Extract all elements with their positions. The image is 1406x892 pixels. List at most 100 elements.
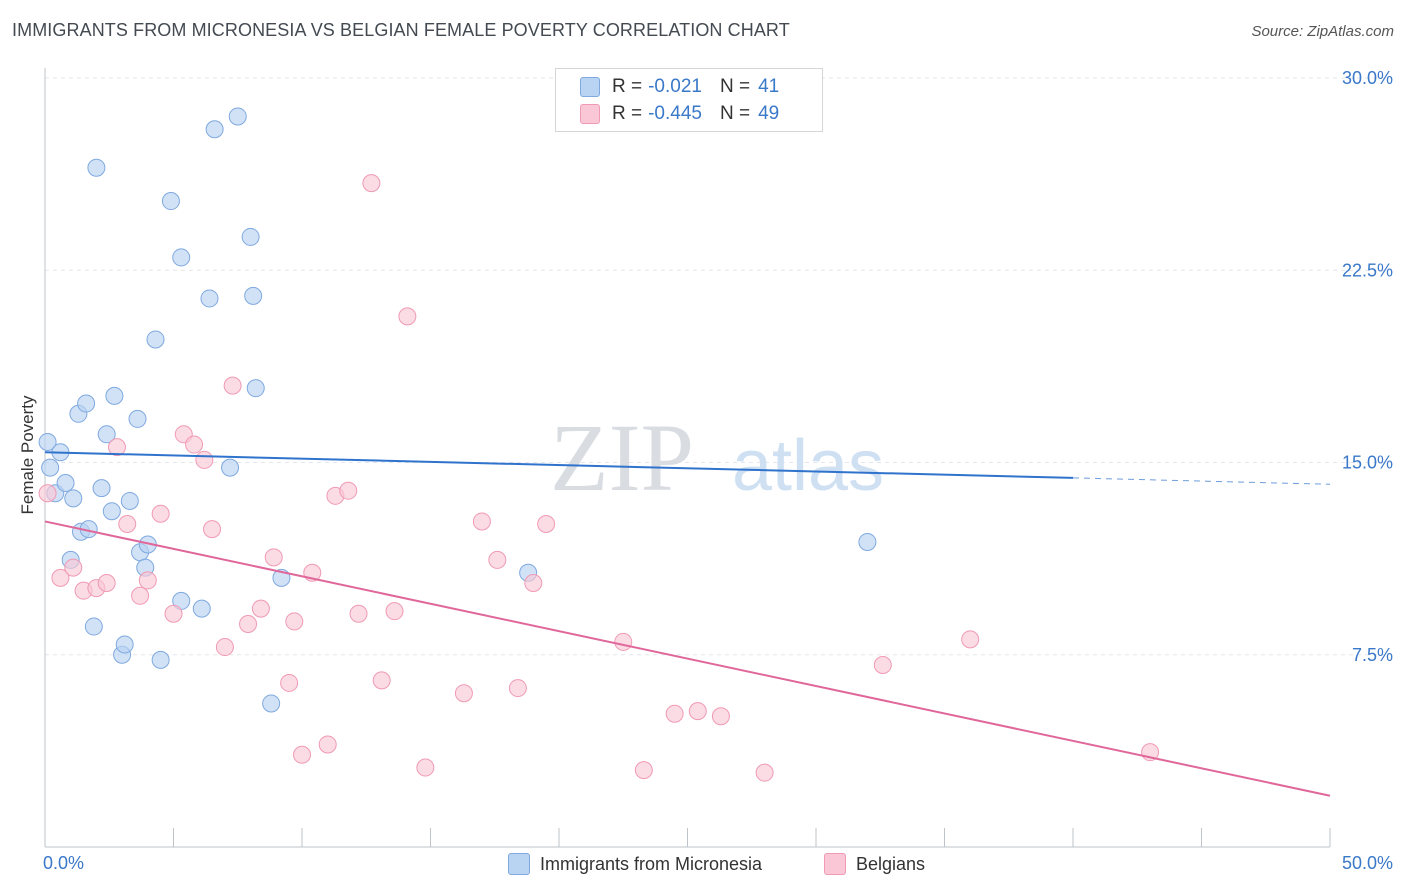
point-belgians	[508, 679, 527, 698]
gridlines	[45, 77, 1392, 656]
legend-r-label: R =	[612, 103, 643, 124]
point-belgians	[285, 612, 304, 631]
point-micronesia	[97, 425, 116, 444]
point-micronesia	[120, 491, 139, 510]
tick-labels: 7.5% 15.0% 22.5% 30.0% 0.0% 50.0%	[43, 68, 1393, 873]
point-micronesia	[77, 394, 96, 413]
legend-r-value: -0.445	[648, 103, 702, 124]
point-belgians	[634, 761, 653, 780]
point-belgians	[472, 512, 491, 531]
point-micronesia	[205, 120, 224, 139]
axes	[44, 68, 1331, 848]
point-micronesia	[64, 489, 83, 508]
trend-lines	[44, 451, 1331, 797]
point-belgians	[711, 707, 730, 726]
bottom-legend-label: Immigrants from Micronesia	[540, 853, 763, 874]
y-tick-label: 7.5%	[1352, 645, 1393, 665]
point-micronesia	[262, 694, 281, 713]
point-belgians	[38, 484, 57, 503]
point-micronesia	[84, 617, 103, 636]
legend-n-value: 49	[758, 103, 780, 124]
point-belgians	[524, 573, 543, 592]
point-belgians	[51, 568, 70, 587]
bottom-legend-label: Belgians	[856, 853, 926, 874]
point-belgians	[537, 515, 556, 534]
point-belgians	[64, 558, 83, 577]
point-micronesia	[246, 379, 265, 398]
point-belgians	[251, 599, 270, 618]
legend-n-label: N =	[719, 103, 751, 124]
trend-line-belgians	[44, 520, 1331, 797]
point-belgians	[665, 704, 684, 723]
point-belgians	[185, 435, 204, 454]
legend-r-label: R =	[612, 76, 643, 97]
legend-n-value: 41	[758, 76, 780, 97]
point-belgians	[372, 671, 391, 690]
point-micronesia	[87, 158, 106, 177]
point-micronesia	[244, 286, 263, 305]
point-belgians	[416, 758, 435, 777]
point-belgians	[318, 735, 337, 754]
point-belgians	[398, 307, 417, 326]
legend-swatch-belgians	[580, 104, 600, 124]
point-belgians	[873, 656, 892, 675]
point-micronesia	[102, 502, 121, 521]
y-tick-label: 15.0%	[1342, 453, 1393, 473]
point-micronesia	[192, 599, 211, 618]
series-belgians-points	[38, 174, 1160, 782]
point-belgians	[151, 504, 170, 523]
series-micronesia-points	[38, 107, 877, 713]
legend-row-belgians: R = -0.445 N = 49	[580, 101, 779, 127]
point-belgians	[164, 604, 183, 623]
legend-swatch-micronesia	[580, 77, 600, 97]
point-micronesia	[105, 386, 124, 405]
point-belgians	[488, 550, 507, 569]
point-belgians	[961, 630, 980, 649]
point-micronesia	[161, 192, 180, 211]
bottom-legend-micronesia: Immigrants from Micronesia	[508, 852, 762, 876]
bottom-legend-swatch-belgians	[824, 853, 846, 875]
point-belgians	[614, 632, 633, 651]
point-belgians	[280, 673, 299, 692]
point-micronesia	[228, 107, 247, 126]
bottom-legend-belgians: Belgians	[824, 852, 925, 876]
y-tick-label: 30.0%	[1342, 68, 1393, 88]
point-belgians	[688, 702, 707, 721]
point-micronesia	[146, 330, 165, 349]
point-micronesia	[172, 248, 191, 267]
x-tick-label: 0.0%	[43, 853, 84, 873]
point-belgians	[454, 684, 473, 703]
point-micronesia	[200, 289, 219, 308]
legend-n-label: N =	[719, 76, 751, 97]
legend-row-micronesia: R = -0.021 N = 41	[580, 74, 779, 100]
point-belgians	[239, 614, 258, 633]
chart-title: IMMIGRANTS FROM MICRONESIA VS BELGIAN FE…	[12, 20, 790, 40]
y-tick-label: 22.5%	[1342, 260, 1393, 280]
point-micronesia	[41, 458, 60, 477]
watermark-zip: ZIP	[550, 404, 694, 511]
point-belgians	[203, 520, 222, 539]
point-belgians	[131, 586, 150, 605]
trend-line-micronesia-extension	[1072, 477, 1331, 485]
x-tick-label: 50.0%	[1342, 853, 1393, 873]
point-belgians	[362, 174, 381, 193]
point-micronesia	[221, 458, 240, 477]
point-micronesia	[858, 532, 877, 551]
point-belgians	[118, 515, 137, 534]
watermark-atlas: atlas	[732, 426, 884, 506]
point-belgians	[264, 548, 283, 567]
point-belgians	[97, 573, 116, 592]
legend-r-value: -0.021	[648, 76, 702, 97]
point-belgians	[339, 481, 358, 500]
point-belgians	[223, 376, 242, 395]
point-micronesia	[56, 474, 75, 493]
point-belgians	[215, 638, 234, 657]
legend: R = -0.021 N = 41 R = -0.445 N = 49	[555, 68, 823, 132]
point-belgians	[138, 571, 157, 590]
point-belgians	[107, 438, 126, 457]
point-micronesia	[115, 635, 134, 654]
point-micronesia	[128, 409, 147, 428]
watermark: ZIP atlas	[550, 404, 884, 511]
point-belgians	[385, 602, 404, 621]
